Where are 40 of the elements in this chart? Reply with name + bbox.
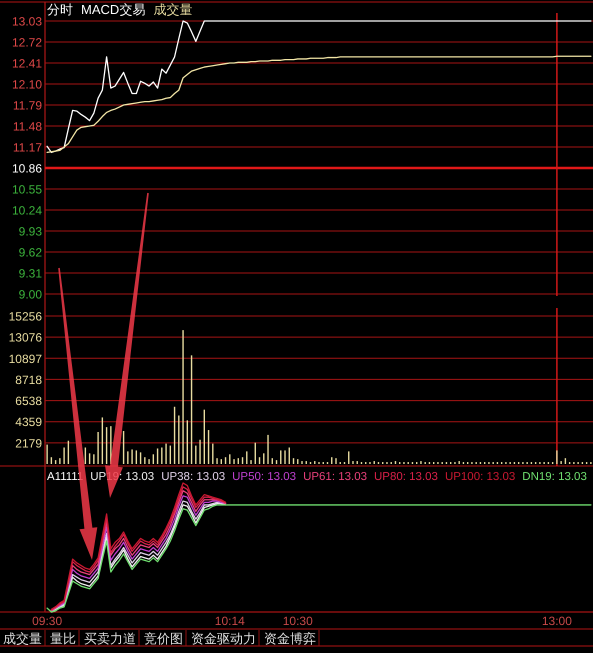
text: 成交量 <box>153 2 192 17</box>
x-tick-label: 10:30 <box>282 614 314 628</box>
series-label: UP50: 13.03 <box>232 471 296 483</box>
series-label: DN19: 13.03 <box>522 471 587 483</box>
text: 资金驱动力 <box>191 631 256 646</box>
x-tick-label: 10:14 <box>214 614 246 628</box>
text: 量比 <box>50 631 76 646</box>
y-tick-label: 9.31 <box>18 266 42 280</box>
chart-title: 分时 <box>47 2 73 17</box>
text: 资金博弈 <box>264 631 316 646</box>
text: UP61: 13.03 <box>303 471 367 483</box>
series-label: UP38: 13.03 <box>161 471 226 483</box>
text: 成交量 <box>3 631 42 646</box>
y-tick-label: 12.10 <box>12 78 42 92</box>
y-tick-label: 2179 <box>15 436 42 450</box>
y-tick-label: 8718 <box>15 372 42 387</box>
y-tick-label: 10897 <box>8 352 42 366</box>
y-tick-label: 13076 <box>8 330 42 345</box>
y-tick-label: 12.72 <box>12 36 42 50</box>
x-tick-label: 09:30 <box>32 614 62 628</box>
y-tick-label: 4359 <box>15 415 42 430</box>
y-tick-label: 15256 <box>8 310 42 324</box>
y-tick-label: 12.41 <box>12 56 42 70</box>
text: 竞价图 <box>144 631 183 646</box>
y-tick-label: 9.62 <box>18 246 42 260</box>
y-tick-label: 13.03 <box>12 14 42 28</box>
y-tick-label: 10.24 <box>12 204 42 218</box>
y-tick-label: 9.93 <box>18 224 42 238</box>
y-tick-label: 11.79 <box>12 98 42 112</box>
text: 买卖力道 <box>84 631 136 646</box>
text: UP100: 13.03 <box>444 471 516 483</box>
y-tick-label: 10.55 <box>12 182 42 196</box>
y-tick-label: 11.17 <box>12 140 42 154</box>
x-tick-label: 13:00 <box>542 614 572 628</box>
text: UP80: 13.03 <box>374 471 438 483</box>
y-tick-label: 9.00 <box>18 288 42 302</box>
y-tick-label: 10.86 <box>12 162 42 176</box>
chart-subtitle: MACD交易 <box>81 2 146 17</box>
y-tick-label: 6538 <box>15 394 42 408</box>
y-tick-label: 11.48 <box>12 120 42 134</box>
